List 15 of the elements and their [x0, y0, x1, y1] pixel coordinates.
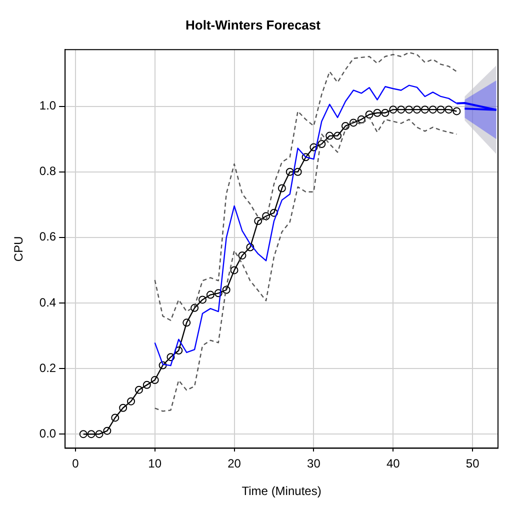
x-tick-label: 40 — [386, 456, 400, 471]
x-tick-label: 30 — [307, 456, 321, 471]
y-tick-label: 0.2 — [39, 360, 56, 375]
y-tick-label: 0.4 — [39, 295, 56, 310]
chart-title: Holt-Winters Forecast — [186, 17, 322, 32]
y-tick-label: 1.0 — [39, 98, 56, 113]
x-tick-label: 0 — [72, 456, 80, 471]
y-tick-label: 0.8 — [39, 164, 56, 178]
x-tick-label: 20 — [228, 456, 242, 471]
y-axis-title: CPU — [12, 236, 26, 262]
x-tick-label: 10 — [148, 456, 162, 471]
x-tick-label: 50 — [466, 456, 480, 471]
y-tick-label: 0.6 — [39, 230, 56, 244]
x-axis-title: Time (Minutes) — [242, 484, 322, 498]
y-tick-label: 0.0 — [39, 426, 56, 440]
